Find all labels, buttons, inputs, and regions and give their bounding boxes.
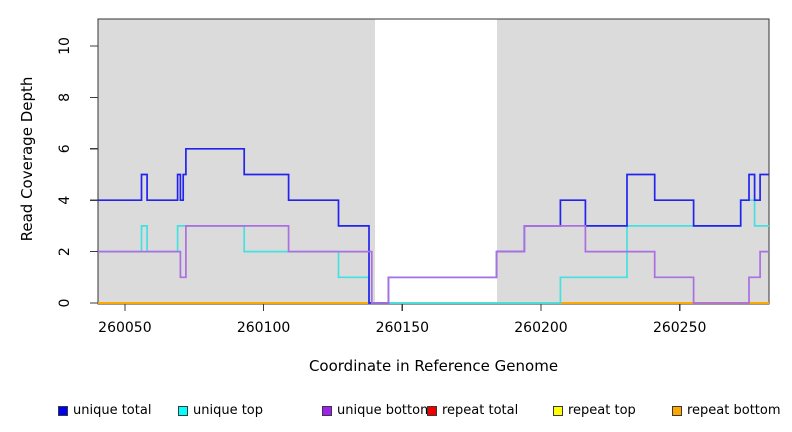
legend: unique total unique top unique bottom repea… — [0, 403, 792, 423]
legend-label: repeat total — [442, 403, 519, 418]
legend-swatch-repeat-total — [427, 406, 437, 416]
x-tick-label: 260150 — [376, 320, 429, 336]
series-unique-bottom-line — [98, 225, 769, 304]
legend-label: unique total — [73, 403, 152, 418]
x-tick-label: 260100 — [237, 320, 290, 336]
y-axis-title: Read Coverage Depth — [18, 76, 36, 242]
x-tick-label: 260250 — [653, 320, 706, 336]
legend-swatch-repeat-top — [553, 406, 563, 416]
legend-label: unique top — [193, 403, 264, 418]
plot-box — [97, 18, 770, 305]
legend-swatch-repeat-bottom — [672, 406, 682, 416]
y-tick-label: 6 — [57, 144, 73, 153]
shaded-region — [98, 19, 375, 304]
x-tick-label: 260050 — [98, 320, 151, 336]
y-tick-label: 4 — [57, 196, 73, 205]
legend-swatch-unique-top — [178, 406, 188, 416]
y-tick-label: 8 — [57, 93, 73, 102]
legend-label: repeat top — [568, 403, 636, 418]
y-tick-label: 2 — [57, 247, 73, 256]
legend-label: repeat bottom — [687, 403, 781, 418]
shaded-region — [497, 19, 769, 304]
y-tick-label: 10 — [57, 37, 73, 55]
x-tick-label: 260200 — [514, 320, 567, 336]
legend-swatch-unique-total — [58, 406, 68, 416]
legend-label: unique bottom — [337, 403, 433, 418]
y-tick-label: 0 — [57, 299, 73, 308]
x-axis-title: Coordinate in Reference Genome — [308, 357, 559, 375]
legend-swatch-unique-bottom — [322, 406, 332, 416]
